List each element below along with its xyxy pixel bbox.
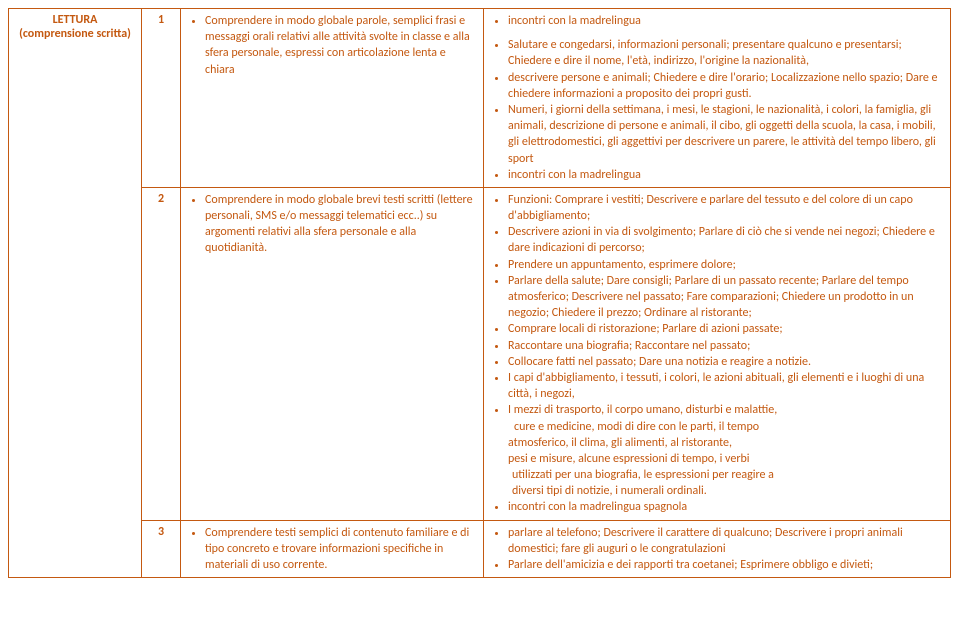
section-label: LETTURA (comprensione scritta) (9, 9, 142, 578)
content-tail: utilizzati per una biografia, le espress… (490, 467, 944, 483)
list-item: Numeri, i giorni della settimana, i mesi… (508, 102, 944, 167)
objective-cell: Comprendere in modo globale parole, semp… (181, 9, 484, 188)
row-number: 2 (142, 187, 181, 520)
objective-list: Comprendere in modo globale brevi testi … (187, 192, 477, 257)
list-item: Parlare della salute; Dare consigli; Par… (508, 273, 944, 322)
content-list: Salutare e congedarsi, informazioni pers… (490, 37, 944, 183)
list-item: descrivere persone e animali; Chiedere e… (508, 70, 944, 102)
content-list: parlare al telefono; Descrivere il carat… (490, 525, 944, 574)
tail-line: pesi e misure, alcune espressioni di tem… (508, 451, 944, 467)
list-item: Comprendere testi semplici di contenuto … (205, 525, 477, 574)
list-item: Salutare e congedarsi, informazioni pers… (508, 37, 944, 69)
list-item: incontri con la madrelingua (508, 13, 944, 29)
tail-line: utilizzati per una biografia, le espress… (512, 467, 944, 483)
list-item: I capi d'abbigliamento, i tessuti, i col… (508, 370, 944, 402)
content-cell-pre: incontri con la madrelingua (484, 9, 951, 34)
list-item: Prendere un appuntamento, esprimere dolo… (508, 257, 944, 273)
content-tail: pesi e misure, alcune espressioni di tem… (490, 451, 944, 467)
list-item: Comprendere in modo globale parole, semp… (205, 13, 477, 78)
content-tail: diversi tipi di notizie, i numerali ordi… (490, 483, 944, 499)
list-item: parlare al telefono; Descrivere il carat… (508, 525, 944, 557)
curriculum-table: LETTURA (comprensione scritta) 1 Compren… (8, 8, 951, 578)
row-number: 1 (142, 9, 181, 188)
content-cell: Salutare e congedarsi, informazioni pers… (484, 33, 951, 187)
content-tail: cure e medicine, modi di dire con le par… (490, 419, 944, 435)
list-item: Collocare fatti nel passato; Dare una no… (508, 354, 944, 370)
list-item: incontri con la madrelingua spagnola (508, 499, 944, 515)
content-list: incontri con la madrelingua (490, 13, 944, 29)
list-item: Comprare locali di ristorazione; Parlare… (508, 321, 944, 337)
objective-cell: Comprendere in modo globale brevi testi … (181, 187, 484, 520)
objective-list: Comprendere testi semplici di contenuto … (187, 525, 477, 574)
content-list: Funzioni: Comprare i vestiti; Descrivere… (490, 192, 944, 419)
list-item: Descrivere azioni in via di svolgimento;… (508, 224, 944, 256)
tail-line: cure e medicine, modi di dire con le par… (514, 419, 944, 435)
list-item: Raccontare una biografia; Raccontare nel… (508, 338, 944, 354)
content-cell: Funzioni: Comprare i vestiti; Descrivere… (484, 187, 951, 520)
list-item: Parlare dell'amicizia e dei rapporti tra… (508, 557, 944, 573)
objective-list: Comprendere in modo globale parole, semp… (187, 13, 477, 78)
content-cell: parlare al telefono; Descrivere il carat… (484, 520, 951, 578)
list-item: I mezzi di trasporto, il corpo umano, di… (508, 402, 944, 418)
objective-cell: Comprendere testi semplici di contenuto … (181, 520, 484, 578)
list-item: Funzioni: Comprare i vestiti; Descrivere… (508, 192, 944, 224)
row-number: 3 (142, 520, 181, 578)
content-tail: atmosferico, il clima, gli alimenti, al … (490, 435, 944, 451)
list-item: incontri con la madrelingua (508, 167, 944, 183)
content-list: incontri con la madrelingua spagnola (490, 499, 944, 515)
tail-line: diversi tipi di notizie, i numerali ordi… (512, 483, 944, 499)
tail-line: atmosferico, il clima, gli alimenti, al … (508, 435, 944, 451)
list-item: Comprendere in modo globale brevi testi … (205, 192, 477, 257)
